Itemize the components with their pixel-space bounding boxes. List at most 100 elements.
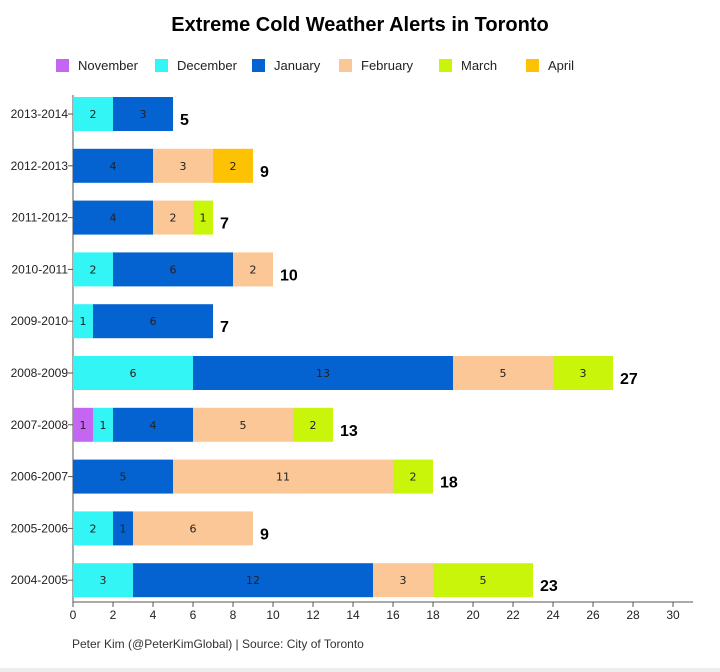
legend-label: January [274,58,321,73]
total-label: 18 [440,475,458,492]
segment-value-label: 5 [480,574,487,587]
legend-label: March [461,58,498,73]
bar-segment-january [133,563,373,598]
x-tick-label: 28 [626,608,640,622]
x-tick-label: 10 [266,608,280,622]
legend-swatch [339,59,352,72]
x-tick-label: 2 [110,608,117,622]
total-label: 7 [220,216,229,233]
bar-segment-january [73,148,153,183]
bar-segment-march [193,200,213,235]
bar-segment-march [293,407,333,442]
category-label: 2011-2012 [12,211,69,225]
legend-swatch [252,59,265,72]
x-tick-label: 16 [386,608,400,622]
x-tick-label: 14 [346,608,360,622]
category-label: 2009-2010 [11,314,69,328]
bar-segment-february [193,407,293,442]
segment-value-label: 1 [120,522,127,535]
bar-segment-february [153,200,193,235]
bar-segment-february [233,252,273,287]
segment-value-label: 2 [310,419,317,432]
segment-value-label: 1 [100,419,107,432]
segment-value-label: 6 [190,522,197,535]
bar-segment-january [93,304,213,339]
segment-value-label: 5 [120,471,127,484]
bar-segment-march [433,563,533,598]
segment-value-label: 2 [90,263,97,276]
bar-segment-february [373,563,433,598]
x-tick-label: 8 [230,608,237,622]
legend-swatch [155,59,168,72]
total-label: 23 [540,578,558,595]
total-label: 9 [260,164,269,181]
x-tick-label: 30 [666,608,680,622]
segment-value-label: 5 [240,419,247,432]
segment-value-label: 12 [246,574,260,587]
total-label: 7 [220,319,229,336]
segment-value-label: 3 [400,574,407,587]
segment-value-label: 5 [500,367,507,380]
segment-value-label: 6 [130,367,137,380]
segment-value-label: 1 [200,212,207,225]
segment-value-label: 4 [150,419,157,432]
segment-value-label: 2 [90,108,97,121]
bar-segment-december [73,304,93,339]
legend-swatch [439,59,452,72]
total-label: 5 [180,112,189,129]
category-label: 2013-2014 [11,107,69,121]
bar-segment-november [73,407,93,442]
x-tick-label: 24 [546,608,560,622]
bar-segment-december [73,97,113,131]
segment-value-label: 1 [80,315,87,328]
category-label: 2007-2008 [11,418,69,432]
bar-segment-april [213,148,253,183]
segment-value-label: 11 [276,471,290,484]
x-tick-label: 22 [506,608,520,622]
segment-value-label: 2 [230,160,237,173]
x-tick-label: 4 [150,608,157,622]
chart-title: Extreme Cold Weather Alerts in Toronto [171,14,549,36]
bar-segment-february [153,148,213,183]
source-caption: Peter Kim (@PeterKimGlobal) | Source: Ci… [72,637,364,651]
bar-segment-december [73,252,113,287]
segment-value-label: 4 [110,212,117,225]
segment-value-label: 6 [170,263,177,276]
x-tick-label: 20 [466,608,480,622]
bar-segment-january [113,511,133,546]
bar-segment-january [113,97,173,131]
legend-swatch [56,59,69,72]
legend-label: November [78,58,138,73]
total-label: 27 [620,371,638,388]
category-label: 2010-2011 [12,262,69,276]
segment-value-label: 3 [180,160,187,173]
segment-value-label: 3 [580,367,587,380]
category-label: 2006-2007 [11,470,69,484]
segment-value-label: 6 [150,315,157,328]
segment-value-label: 2 [170,212,177,225]
x-tick-label: 0 [70,608,77,622]
bar-segment-december [73,511,113,546]
bar-segment-february [133,511,253,546]
bar-segment-february [173,459,393,494]
bar-segment-december [93,407,113,442]
bar-segment-march [553,356,613,390]
bar-segment-february [453,356,553,390]
bar-segment-january [113,252,233,287]
bar-segment-january [113,407,193,442]
bar-segment-january [193,356,453,390]
total-label: 10 [280,267,298,284]
category-label: 2008-2009 [11,366,69,380]
legend-label: February [361,58,414,73]
bar-segment-march [393,459,433,494]
total-label: 9 [260,526,269,543]
bar-segment-january [73,200,153,235]
x-tick-label: 26 [586,608,600,622]
segment-value-label: 3 [140,108,147,121]
category-label: 2012-2013 [11,159,69,173]
category-label: 2004-2005 [11,573,69,587]
segment-value-label: 13 [316,367,330,380]
bar-segment-december [73,563,133,598]
bar-segment-january [73,459,173,494]
